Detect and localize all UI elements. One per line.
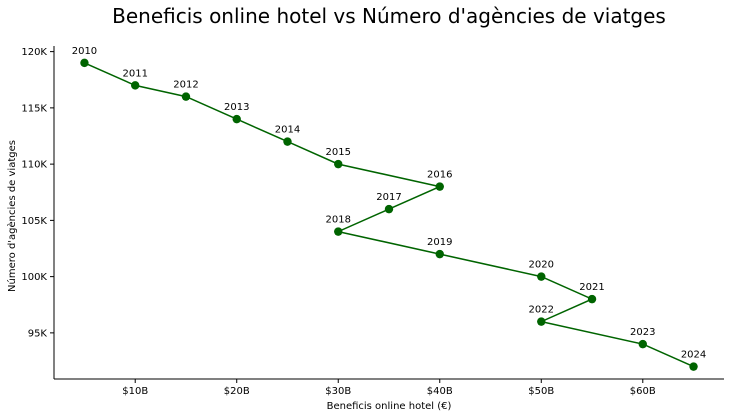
point-label: 2018 <box>326 215 351 226</box>
x-axis-label: Beneficis online hotel (€) <box>327 401 452 412</box>
y-tick-label: 100K <box>21 272 47 283</box>
x-tick-label: $40B <box>427 386 453 397</box>
x-tick-label: $10B <box>122 386 148 397</box>
x-tick-label: $20B <box>224 386 250 397</box>
series-line <box>84 62 694 368</box>
data-point <box>80 58 89 68</box>
point-label: 2015 <box>326 147 351 158</box>
data-point <box>283 137 292 146</box>
data-point <box>181 92 191 101</box>
point-label: 2012 <box>173 80 198 91</box>
point-label: 2010 <box>72 46 97 57</box>
point-label: 2017 <box>376 192 401 203</box>
x-tick-label: $60B <box>630 386 656 397</box>
point-label: 2014 <box>275 125 300 136</box>
plot-area: $10B $20B $30B $40B $50B $60B 95K 100K 105K 110K 1… <box>21 46 724 397</box>
data-point <box>537 272 546 281</box>
point-label: 2016 <box>427 170 452 181</box>
y-tick-label: 115K <box>21 103 47 114</box>
point-label: 2013 <box>224 102 249 113</box>
y-tick-label: 120K <box>21 47 47 58</box>
chart-title: Beneficis online hotel vs Número d'agènc… <box>112 4 666 28</box>
x-tick-label: $30B <box>325 386 351 397</box>
point-label: 2023 <box>630 327 655 338</box>
point-label: 2024 <box>681 350 706 361</box>
data-point <box>232 114 241 124</box>
data-point <box>537 317 546 326</box>
data-point <box>587 294 597 304</box>
point-label: 2011 <box>122 68 147 79</box>
data-point <box>689 362 698 371</box>
y-tick-label: 110K <box>21 160 47 171</box>
point-label: 2019 <box>427 237 452 248</box>
y-tick-label: 95K <box>28 328 48 339</box>
point-label: 2020 <box>529 260 554 271</box>
x-tick-label: $50B <box>528 386 554 397</box>
point-label: 2021 <box>579 282 604 293</box>
data-point <box>131 81 140 90</box>
data-point <box>334 159 343 169</box>
data-point <box>435 182 444 191</box>
data-point <box>384 204 394 214</box>
y-axis-label: Número d'agències de viatges <box>6 140 18 292</box>
data-point <box>638 339 647 349</box>
point-label: 2022 <box>529 305 554 316</box>
y-tick-label: 105K <box>21 216 47 227</box>
data-point <box>334 227 343 236</box>
data-point <box>435 249 444 259</box>
